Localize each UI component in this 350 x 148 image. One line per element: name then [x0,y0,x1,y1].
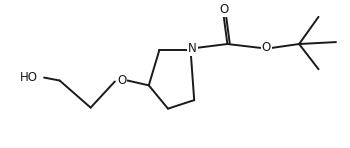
Text: O: O [117,74,126,87]
Text: O: O [261,41,271,54]
Text: N: N [188,42,197,55]
Text: O: O [220,3,229,16]
Text: HO: HO [20,71,38,84]
